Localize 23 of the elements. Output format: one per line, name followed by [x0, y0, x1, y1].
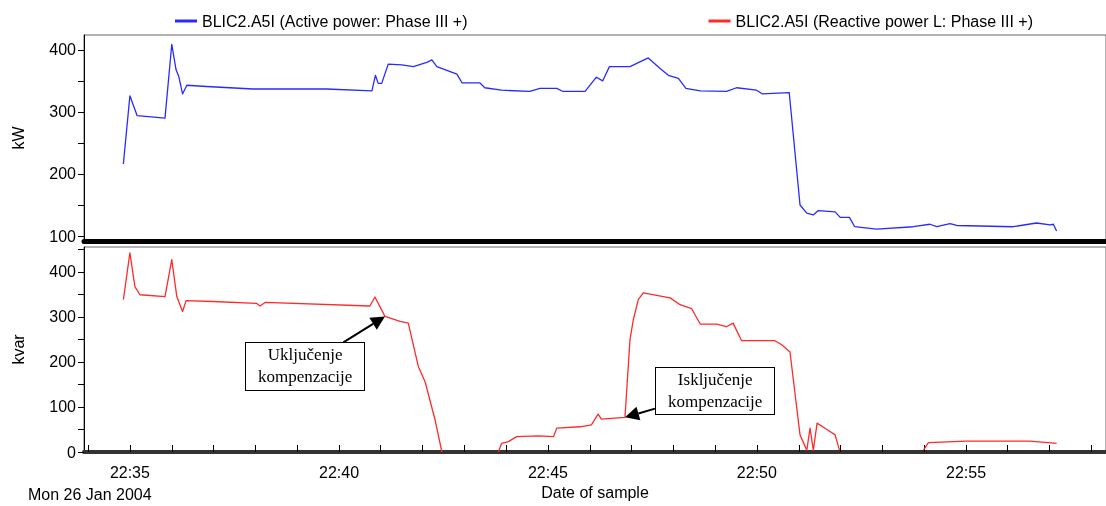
annotation: Isključenje kompenzacije [654, 367, 776, 416]
y-axis-title: kvar [9, 333, 27, 365]
y-axis-title: kW [9, 125, 27, 150]
line-series [122, 43, 1058, 232]
y-tick-label: 0 [67, 443, 77, 461]
y-tick-label: 400 [49, 41, 77, 59]
y-tick-label: 100 [49, 398, 77, 416]
x-tick-label: 22:35 [109, 463, 151, 481]
x-tick-label: 22:45 [527, 463, 569, 481]
y-tick-label: 300 [49, 308, 77, 326]
y-tick-label: 200 [49, 353, 77, 371]
y-tick-label: 200 [49, 165, 77, 183]
x-tick-label: 22:55 [946, 463, 987, 481]
text: Mon 26 Jan 2004 [28, 486, 152, 504]
x-tick-label: 22:50 [736, 463, 778, 481]
y-tick-label: 300 [49, 103, 77, 121]
legend-label: BLIC2.A5I (Reactive power L: Phase III +) [735, 12, 1034, 30]
y-tick-label: 400 [49, 263, 77, 281]
annotation: Uključenje kompenzacije [244, 342, 366, 391]
legend-label: BLIC2.A5I (Active power: Phase III +) [202, 12, 468, 30]
y-tick-label: 100 [49, 227, 77, 245]
x-axis-title: Date of sample [541, 483, 649, 501]
x-tick-label: 22:40 [319, 463, 360, 481]
